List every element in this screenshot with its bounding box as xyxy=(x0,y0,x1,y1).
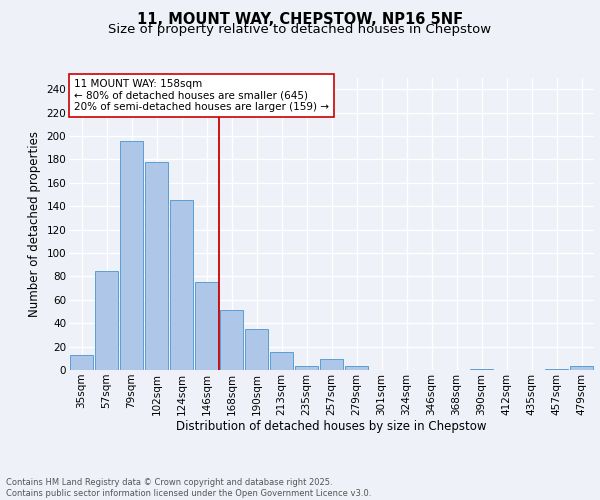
Text: Size of property relative to detached houses in Chepstow: Size of property relative to detached ho… xyxy=(109,24,491,36)
Bar xyxy=(95,270,118,370)
Bar xyxy=(344,366,368,370)
Bar xyxy=(470,369,493,370)
Y-axis label: Number of detached properties: Number of detached properties xyxy=(28,130,41,317)
Bar xyxy=(220,310,244,370)
Bar xyxy=(320,360,343,370)
Bar xyxy=(70,355,94,370)
Bar xyxy=(145,162,169,370)
Text: 11, MOUNT WAY, CHEPSTOW, NP16 5NF: 11, MOUNT WAY, CHEPSTOW, NP16 5NF xyxy=(137,12,463,28)
Bar xyxy=(295,366,319,370)
Bar xyxy=(269,352,293,370)
Text: 11 MOUNT WAY: 158sqm
← 80% of detached houses are smaller (645)
20% of semi-deta: 11 MOUNT WAY: 158sqm ← 80% of detached h… xyxy=(74,79,329,112)
Bar xyxy=(119,140,143,370)
Bar xyxy=(245,329,268,370)
Bar xyxy=(170,200,193,370)
X-axis label: Distribution of detached houses by size in Chepstow: Distribution of detached houses by size … xyxy=(176,420,487,434)
Bar xyxy=(194,282,218,370)
Bar xyxy=(569,366,593,370)
Text: Contains HM Land Registry data © Crown copyright and database right 2025.
Contai: Contains HM Land Registry data © Crown c… xyxy=(6,478,371,498)
Bar xyxy=(545,369,568,370)
